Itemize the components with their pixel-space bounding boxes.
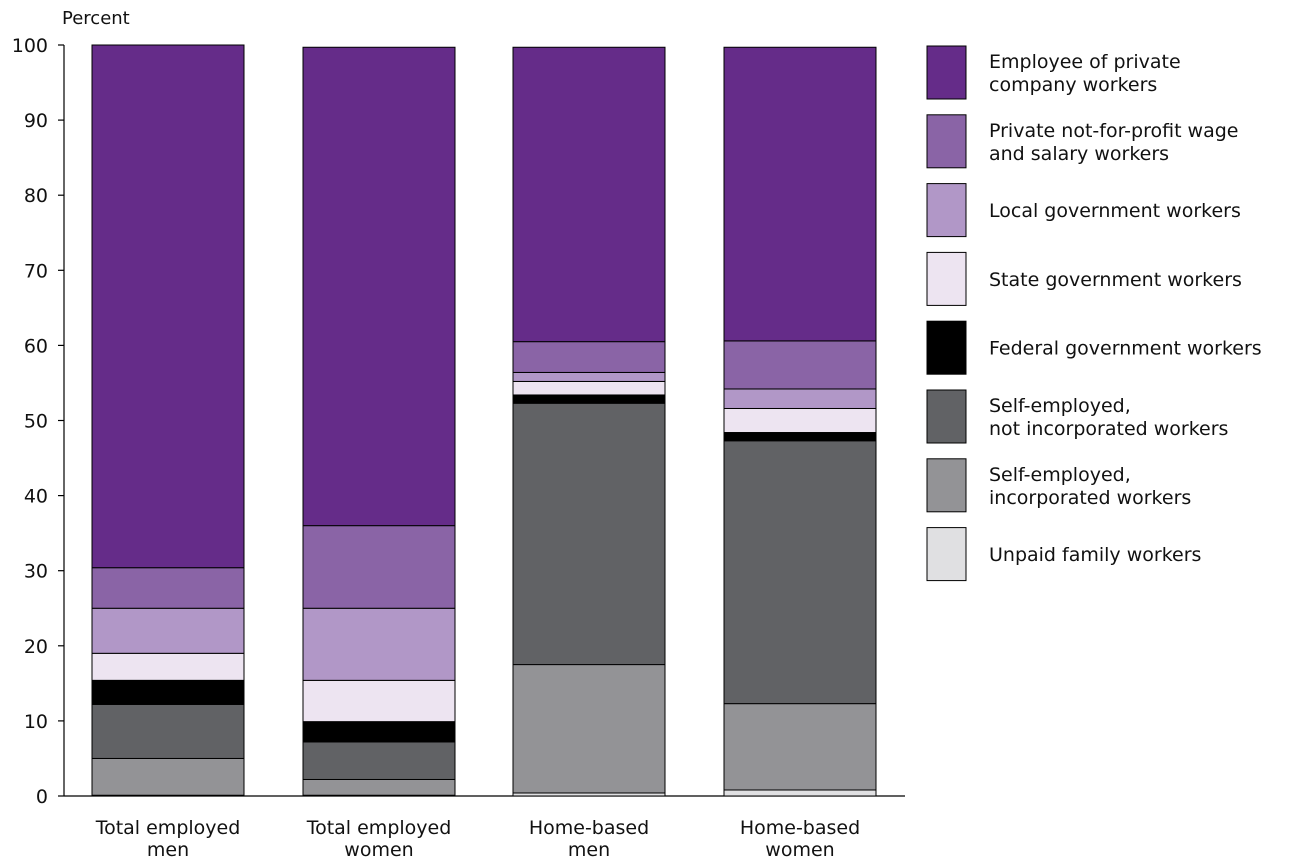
bar-segment (302, 778, 456, 796)
bar-segment (91, 44, 245, 569)
legend-swatch (926, 251, 967, 306)
x-category-label: women (344, 839, 413, 861)
legend-swatch (926, 389, 967, 444)
legend-swatch (926, 458, 967, 513)
bar-segment (302, 721, 456, 743)
legend-label: State government workers (989, 269, 1242, 291)
bar-segment (723, 407, 877, 434)
x-category-label: Total employed (95, 817, 241, 839)
bar-segment (91, 607, 245, 654)
bar-stack (512, 46, 666, 797)
legend-label: Federal government workers (989, 338, 1262, 360)
bar-segment (723, 46, 877, 342)
legend-item: Unpaid family workers (926, 527, 1201, 582)
legend-item: Federal government workers (926, 320, 1262, 375)
x-category-label: Total employed (306, 817, 452, 839)
y-tick-label: 50 (24, 411, 48, 433)
legend-label: Self-employed, (989, 464, 1131, 486)
legend-swatch (926, 45, 967, 100)
y-axis-title: Percent (62, 8, 130, 29)
bar-segment (302, 525, 456, 609)
legend-item: State government workers (926, 251, 1242, 306)
bar-segment (512, 394, 666, 404)
y-tick-label: 40 (24, 486, 48, 508)
bar-segment (91, 703, 245, 759)
bar-segment (302, 741, 456, 780)
legend-label: not incorporated workers (989, 418, 1228, 440)
y-tick-label: 70 (24, 260, 48, 282)
bar-segment (512, 46, 666, 343)
legend-label: and salary workers (989, 143, 1169, 165)
bar-stack (91, 44, 245, 797)
legend-item: Self-employed,incorporated workers (926, 458, 1191, 513)
legend-item: Self-employed,not incorporated workers (926, 389, 1228, 444)
bar-segment (723, 703, 877, 791)
bar-segment (512, 380, 666, 396)
x-category-label: Home-based (529, 817, 649, 839)
x-category-label: women (765, 839, 834, 861)
y-tick-label: 0 (36, 786, 48, 808)
y-tick-label: 90 (24, 110, 48, 132)
bar-segment (91, 757, 245, 796)
legend-label: Self-employed, (989, 395, 1131, 417)
bar-segment (512, 402, 666, 666)
y-tick-label: 30 (24, 561, 48, 583)
bar-segment (91, 679, 245, 705)
y-tick-label: 100 (12, 35, 48, 57)
legend-label: Private not-for-profit wage (989, 120, 1239, 142)
x-category-label: Home-based (740, 817, 860, 839)
legend-swatch (926, 183, 967, 238)
y-tick-label: 20 (24, 636, 48, 658)
y-tick-label: 10 (24, 711, 48, 733)
bar-segment (512, 341, 666, 373)
legend-swatch (926, 527, 967, 582)
legend-label: Local government workers (989, 200, 1241, 222)
bar-segment (302, 607, 456, 681)
x-category-label: men (147, 839, 189, 861)
bar-stack (723, 46, 877, 797)
bar-segment (91, 567, 245, 609)
x-category-label: men (568, 839, 610, 861)
bar-segment (723, 440, 877, 705)
legend-label: company workers (989, 74, 1157, 96)
legend-label: incorporated workers (989, 487, 1191, 509)
y-tick-label: 60 (24, 335, 48, 357)
bar-stack (302, 46, 456, 797)
bar-segment (302, 46, 456, 527)
legend-label: Employee of private (989, 51, 1181, 73)
bar-segment (302, 679, 456, 723)
legend-swatch (926, 114, 967, 169)
bar-segment (512, 371, 666, 382)
bar-segment (723, 388, 877, 409)
bar-segment (723, 789, 877, 797)
bars (91, 44, 877, 797)
legend-label: Unpaid family workers (989, 544, 1201, 566)
bar-segment (512, 664, 666, 794)
bar-segment (91, 652, 245, 681)
bar-segment (723, 340, 877, 390)
y-tick-label: 80 (24, 185, 48, 207)
legend-item: Local government workers (926, 183, 1241, 238)
bar-segment (723, 432, 877, 442)
legend-swatch (926, 320, 967, 375)
